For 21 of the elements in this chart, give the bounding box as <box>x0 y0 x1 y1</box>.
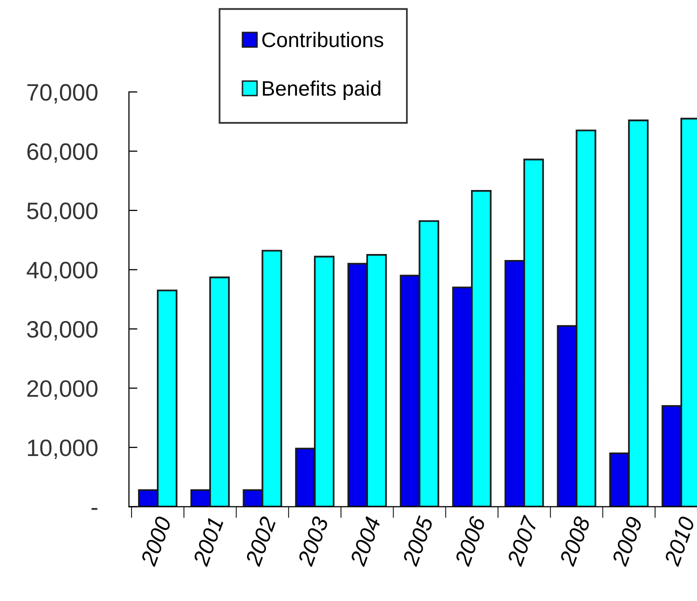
x-tick-label: 2005 <box>402 515 434 568</box>
y-tick-label: 30,000 <box>27 320 98 340</box>
y-tick-label: 60,000 <box>27 143 98 163</box>
x-tick-label: 2002 <box>244 515 276 568</box>
y-tick-label: 10,000 <box>28 439 98 459</box>
x-tick-label: 2003 <box>297 515 329 568</box>
x-tick-label: 2009 <box>611 516 643 568</box>
y-tick-label: 20,000 <box>27 380 98 400</box>
x-tick-label: 2004 <box>349 516 381 568</box>
x-tick-label: 2006 <box>454 515 486 568</box>
y-tick-label: 70,000 <box>27 84 98 104</box>
y-tick-label: - <box>92 508 98 510</box>
legend-label: Contributions <box>262 32 384 48</box>
legend-label: Benefits paid <box>262 80 380 100</box>
x-tick-label: 2001 <box>192 516 224 568</box>
x-tick-label: 2000 <box>140 515 172 568</box>
x-tick-label: 2008 <box>558 515 591 568</box>
x-tick-label: 2010 <box>664 515 696 568</box>
x-tick-label: 2007 <box>506 514 539 568</box>
y-tick-label: 50,000 <box>27 202 98 222</box>
y-tick-label: 40,000 <box>26 262 98 282</box>
